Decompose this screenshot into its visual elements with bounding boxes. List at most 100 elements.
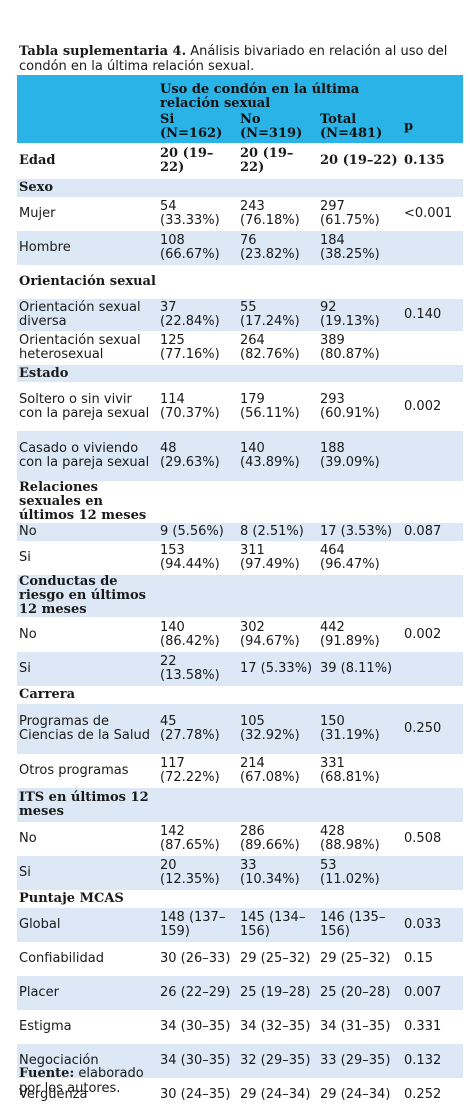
row-label: Puntaje MCAS [19,891,124,906]
cell-no: 76 (23.82%) [238,231,318,265]
cell-p: 0.250 [402,704,464,754]
cell-p: 0.002 [404,398,442,414]
cell-total: 428 (88.98%) [320,824,380,853]
cell-p: 0.033 [402,908,464,942]
cell-total [318,575,403,617]
table-row: Soltero o sin vivir con la pareja sexual… [17,382,463,431]
cell-no: 311 (97.49%) [240,543,300,572]
cell-no [238,481,318,523]
row-label: No [19,831,37,846]
section-row: Relaciones sexuales en últimos 12 meses [17,481,463,523]
cell-no [238,890,318,908]
cell-p: 0.135 [404,153,445,168]
caption-label: Tabla suplementaria 4. [19,44,187,59]
row-label: Otros programas [19,763,129,778]
cell-total [318,788,403,822]
cell-no: 34 (32–35) [240,1019,311,1034]
cell-p [402,231,464,265]
bivariate-table: Uso de condón en la última relación sexu… [17,75,464,1112]
cell-si [158,365,238,382]
row-label: Global [17,908,158,942]
cell-total: 331 (68.81%) [320,756,380,785]
cell-total: 34 (31–35) [320,1019,391,1034]
row-label: No [17,523,158,541]
cell-si: 54 (33.33%) [160,199,220,228]
cell-si [158,890,238,908]
cell-total: 389 (80.87%) [320,333,380,362]
cell-p [402,652,464,686]
cell-no: 33 (10.34%) [238,856,318,890]
cell-no: 20 (19–22) [240,146,294,175]
table-row: Casado o viviendo con la pareja sexual 48… [17,431,464,481]
cell-si: 20 (12.35%) [158,856,238,890]
cell-p: 0.140 [402,299,464,331]
cell-no [238,575,318,617]
cell-total [318,481,402,523]
section-row: Puntaje MCAS [17,890,463,908]
cell-si: 108 (66.67%) [158,231,238,265]
cell-si: 114 (70.37%) [160,391,220,421]
source-note: Fuente: elaborado por los autores. [19,1066,169,1096]
cell-total: 188 (39.09%) [318,431,403,481]
row-label: Orientación sexual [19,274,156,289]
cell-si: 30 (26–33) [160,951,231,966]
table-row: Si 20 (12.35%) 33 (10.34%) 53 (11.02%) [17,856,464,890]
row-label: Sexo [17,179,158,197]
cell-p [402,431,464,481]
cell-total: 442 (91.89%) [320,619,380,649]
cell-no: 286 (89.66%) [240,824,300,853]
cell-no: 8 (2.51%) [238,523,318,541]
section-row: ITS en últimos 12 meses [17,788,464,822]
header-col-total: Total (N=481) [320,112,383,141]
cell-no: 264 (82.76%) [240,333,300,362]
row-label: Hombre [17,231,158,265]
cell-p [402,890,463,908]
cell-no [238,265,318,299]
cell-p: <0.001 [404,206,453,221]
header-col-p: p [404,119,414,134]
cell-p [402,481,463,523]
cell-no: 145 (134–156) [238,908,318,942]
caption-text: Análisis bivariado en relación al uso de… [19,44,448,74]
table-row: Global 148 (137–159) 145 (134–156) 146 (135… [17,908,464,942]
cell-total: 184 (38.25%) [318,231,403,265]
cell-p [402,265,463,299]
row-label: Vergüenza [19,1087,88,1102]
cell-si [158,788,238,822]
cell-total: 464 (96.47%) [320,543,380,572]
cell-total [318,265,402,299]
row-label: Soltero o sin vivir con la pareja sexual [19,391,150,421]
cell-p [402,179,464,197]
header-row-columns: Si (N=162) No (N=319) Total (N=481) p [17,111,464,143]
cell-p [402,541,463,575]
cell-no: 32 (29–35) [238,1044,318,1078]
cell-no [238,179,318,197]
cell-p: 0.252 [404,1087,442,1102]
header-col-si: Si (N=162) [160,112,223,141]
cell-no: 302 (94.67%) [240,619,300,649]
cell-no: 17 (5.33%) [238,652,318,686]
table-body: Edad 20 (19–22) 20 (19–22) 20 (19–22) 0.135 S… [17,143,464,1112]
header-empty-cell [17,75,158,111]
cell-no [238,788,318,822]
cell-no: 29 (25–32) [240,951,311,966]
cell-si: 45 (27.78%) [158,704,238,754]
cell-total: 29 (25–32) [320,951,391,966]
cell-total: 293 (60.91%) [320,391,380,421]
table-row: Estigma 34 (30–35) 34 (32–35) 34 (31–35) 0.3… [17,1010,463,1044]
table-row: Hombre 108 (66.67%) 76 (23.82%) 184 (38.25%… [17,231,464,265]
section-row: Conductas de riesgo en últimos 12 meses [17,575,464,617]
cell-si: 37 (22.84%) [158,299,238,331]
header-empty-cell [402,75,463,111]
cell-si: 20 (19–22) [160,146,214,175]
table-row: No 9 (5.56%) 8 (2.51%) 17 (3.53%) 0.087 [17,523,464,541]
cell-no: 29 (24–34) [240,1087,311,1102]
cell-total: 53 (11.02%) [318,856,403,890]
cell-si: 48 (29.63%) [158,431,238,481]
cell-si [158,179,238,197]
cell-p [402,575,464,617]
row-label: ITS en últimos 12 meses [17,788,158,822]
cell-si: 34 (30–35) [158,1044,238,1078]
section-row: Estado [17,365,464,382]
row-label: Edad [19,153,56,168]
